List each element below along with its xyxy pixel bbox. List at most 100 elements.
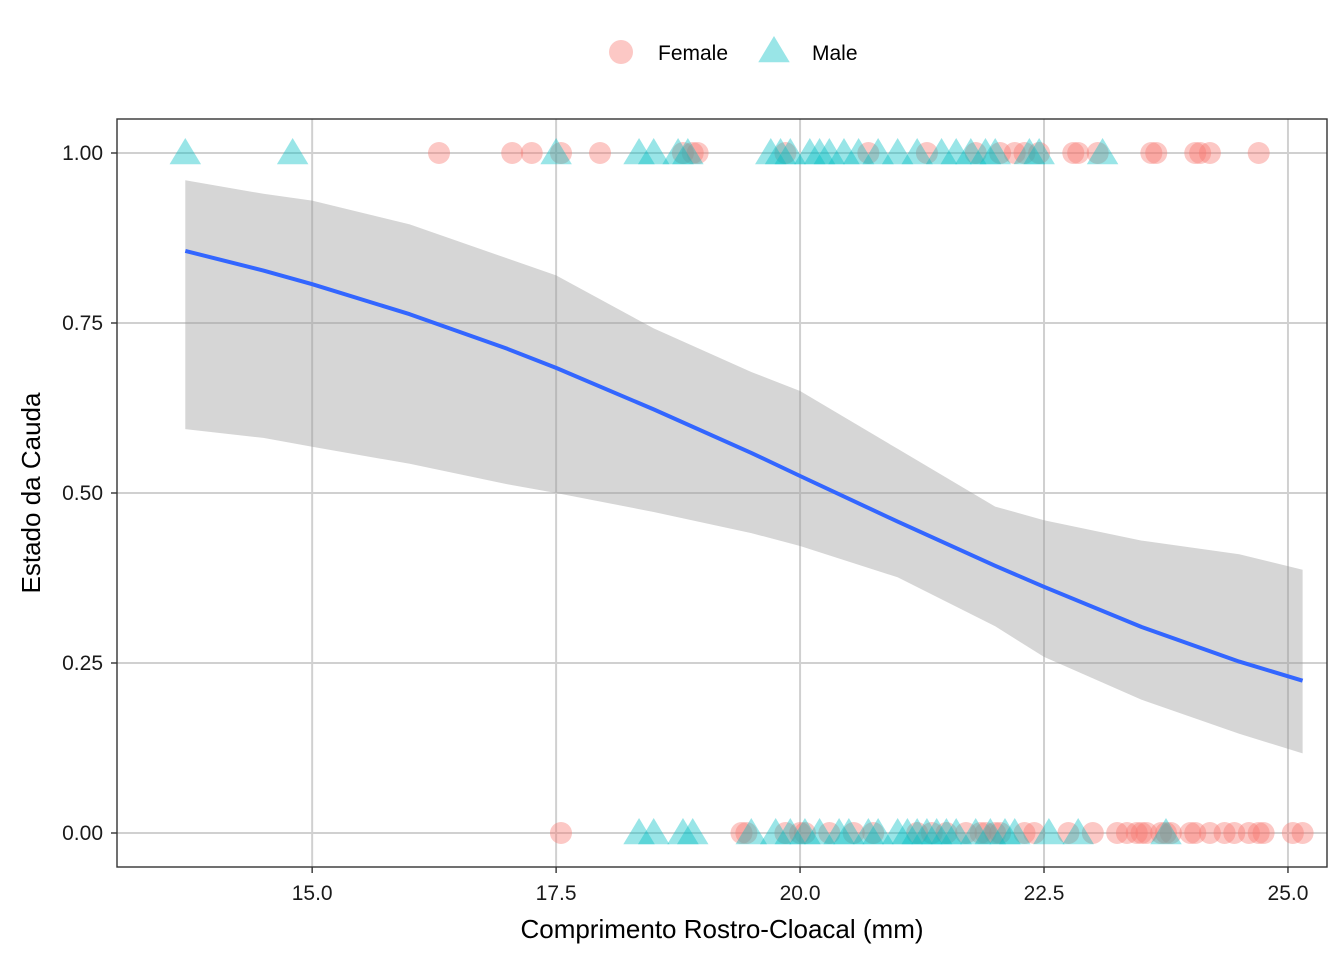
female-point	[1281, 822, 1304, 844]
female-point	[1189, 142, 1212, 164]
male-point	[989, 818, 1021, 845]
y-tick-label: 0.50	[62, 482, 103, 505]
fit-line	[184, 248, 1304, 683]
male-point	[1150, 818, 1182, 845]
male-point	[1033, 818, 1065, 845]
x-tick-label: 25.0	[1268, 882, 1309, 905]
female-point	[915, 142, 938, 164]
female-point	[1252, 822, 1275, 844]
female-point	[935, 822, 958, 844]
female-point	[589, 142, 612, 164]
female-point	[1223, 822, 1246, 844]
female-point	[549, 142, 572, 164]
female-point	[1150, 822, 1173, 844]
male-point	[759, 818, 792, 845]
female-point	[1291, 822, 1314, 844]
x-tick-label: 20.0	[780, 882, 821, 905]
x-tick-label: 22.5	[1024, 882, 1065, 905]
female-point	[1106, 822, 1129, 844]
legend: Female Male	[609, 36, 858, 65]
male-point	[881, 818, 914, 845]
female-point	[974, 822, 997, 844]
male-point	[852, 818, 885, 845]
female-point	[1237, 822, 1260, 844]
male-point	[940, 818, 972, 845]
female-point	[1184, 142, 1207, 164]
female-point	[964, 142, 987, 164]
male-point	[1086, 138, 1119, 165]
male-point	[803, 138, 836, 165]
female-point	[1179, 822, 1202, 844]
male-point	[623, 818, 655, 845]
female-point	[1198, 822, 1221, 844]
male-point	[862, 138, 894, 165]
male-point	[901, 138, 933, 165]
legend-female-key	[609, 40, 633, 64]
female-point	[842, 822, 865, 844]
legend-male-key	[758, 36, 790, 63]
x-tick-label: 15.0	[292, 882, 333, 905]
male-point	[920, 818, 953, 845]
female-point	[1184, 822, 1207, 844]
male-point	[794, 138, 826, 165]
female-point	[520, 142, 543, 164]
male-point	[276, 138, 309, 165]
female-point	[681, 142, 704, 164]
female-point	[1062, 142, 1085, 164]
y-tick-label: 0.75	[62, 312, 103, 335]
male-point	[930, 818, 963, 845]
male-point	[789, 818, 821, 845]
male-point	[940, 138, 972, 165]
confidence-band	[185, 180, 1303, 754]
female-point	[818, 822, 841, 844]
male-point	[169, 138, 202, 165]
male-point	[676, 818, 709, 845]
female-point	[774, 822, 797, 844]
x-tick-label: 17.5	[536, 882, 577, 905]
female-point	[1145, 142, 1168, 164]
female-point	[1003, 142, 1026, 164]
female-point	[1213, 822, 1236, 844]
female-point	[1135, 822, 1158, 844]
female-point	[671, 142, 694, 164]
y-tick-label: 1.00	[62, 142, 103, 165]
female-point	[862, 822, 885, 844]
male-point	[637, 138, 670, 165]
male-point	[764, 138, 797, 165]
female-point	[1115, 822, 1138, 844]
female-point	[906, 822, 929, 844]
male-point	[1023, 138, 1055, 165]
female-point	[1081, 822, 1104, 844]
male-point	[881, 138, 914, 165]
female-point	[1023, 822, 1046, 844]
male-point	[911, 818, 943, 845]
female-point	[969, 822, 992, 844]
male-point	[774, 818, 807, 845]
male-point	[901, 818, 933, 845]
confidence-band-layer	[185, 180, 1303, 754]
female-point	[1125, 822, 1148, 844]
female-point	[1028, 142, 1051, 164]
female-point	[1013, 822, 1036, 844]
male-point	[774, 138, 807, 165]
data-points	[169, 138, 1314, 845]
female-point	[774, 142, 797, 164]
female-point	[428, 142, 451, 164]
male-point	[803, 818, 836, 845]
y-axis-ticks: 0.00 0.25 0.50 0.75 1.00	[62, 142, 117, 845]
male-point	[969, 138, 1002, 165]
male-point	[925, 138, 958, 165]
female-point	[1140, 142, 1163, 164]
male-point	[637, 818, 670, 845]
male-point	[672, 138, 704, 165]
male-point	[823, 818, 855, 845]
male-point	[828, 138, 860, 165]
male-point	[662, 138, 694, 165]
male-point	[959, 818, 992, 845]
female-point	[1086, 142, 1109, 164]
male-point	[540, 138, 572, 165]
female-point	[1154, 822, 1177, 844]
female-point	[984, 822, 1007, 844]
y-axis-title: Estado da Cauda	[16, 392, 46, 593]
legend-male-label: Male	[812, 42, 858, 65]
